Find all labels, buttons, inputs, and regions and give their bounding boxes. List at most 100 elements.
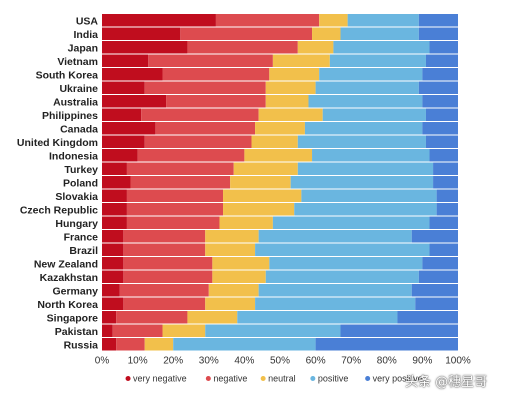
country-label-japan: Japan: [68, 42, 98, 54]
bar-philippines-positive: [322, 108, 426, 121]
bar-singapore-very-positive: [397, 311, 458, 324]
bar-new-zealand-very-negative: [102, 257, 124, 270]
bar-poland-very-negative: [102, 176, 131, 189]
country-label-canada: Canada: [60, 123, 98, 135]
bar-kazakhstan-very-negative: [102, 270, 124, 283]
bar-czech-republic-neutral: [223, 203, 295, 216]
bar-ukraine-neutral: [265, 81, 316, 94]
bar-vietnam-very-positive: [425, 54, 458, 67]
bar-russia-negative: [116, 338, 145, 351]
bar-pakistan-very-positive: [340, 324, 458, 337]
legend-label-neutral: neutral: [268, 374, 296, 384]
bar-brazil-neutral: [205, 243, 256, 256]
bar-india-negative: [180, 27, 313, 40]
bar-hungary-neutral: [219, 216, 273, 229]
bar-new-zealand-negative: [123, 257, 213, 270]
bar-united-kingdom-very-negative: [102, 135, 145, 148]
bar-south-korea-negative: [162, 68, 270, 81]
bar-germany-very-negative: [102, 284, 120, 297]
country-label-poland: Poland: [63, 177, 98, 189]
bar-usa-negative: [215, 14, 320, 27]
bar-philippines-very-positive: [425, 108, 458, 121]
bar-south-korea-positive: [319, 68, 423, 81]
country-label-russia: Russia: [64, 339, 99, 351]
x-tick-60pct: 60%: [306, 356, 326, 367]
bar-philippines-very-negative: [102, 108, 142, 121]
x-tick-20pct: 20%: [163, 356, 183, 367]
bar-north-korea-very-negative: [102, 297, 124, 310]
country-label-vietnam: Vietnam: [57, 56, 98, 68]
bar-turkey-very-positive: [433, 162, 458, 175]
bar-canada-positive: [304, 122, 423, 135]
bar-france-positive: [258, 230, 412, 243]
country-label-new-zealand: New Zealand: [34, 258, 98, 270]
country-label-germany: Germany: [52, 285, 98, 297]
bar-hungary-very-negative: [102, 216, 127, 229]
bar-vietnam-neutral: [272, 54, 330, 67]
bar-czech-republic-very-positive: [436, 203, 458, 216]
bar-usa-very-positive: [418, 14, 458, 27]
bar-canada-very-negative: [102, 122, 156, 135]
bar-indonesia-very-positive: [429, 149, 458, 162]
bar-ukraine-positive: [315, 81, 419, 94]
legend-label-very-positive: very positive: [373, 374, 423, 384]
bar-poland-negative: [130, 176, 231, 189]
country-label-usa: USA: [76, 15, 99, 27]
x-axis-ticks: 0% 10% 20% 30% 40% 50% 60% 70% 80% 90% 100%: [95, 356, 471, 367]
bars-group: [102, 14, 458, 351]
bar-russia-very-positive: [315, 338, 458, 351]
bar-germany-very-positive: [411, 284, 458, 297]
bar-north-korea-neutral: [205, 297, 256, 310]
bar-new-zealand-neutral: [212, 257, 270, 270]
bar-kazakhstan-very-positive: [418, 270, 458, 283]
bar-hungary-very-positive: [429, 216, 458, 229]
bar-canada-neutral: [255, 122, 305, 135]
bar-united-kingdom-positive: [297, 135, 426, 148]
bar-turkey-positive: [297, 162, 434, 175]
bar-kazakhstan-neutral: [212, 270, 266, 283]
legend-label-negative: negative: [213, 374, 247, 384]
bar-pakistan-neutral: [162, 324, 206, 337]
bar-czech-republic-positive: [294, 203, 437, 216]
watermark: 头条 @穗星哥: [405, 375, 488, 390]
bar-poland-very-positive: [433, 176, 458, 189]
bar-north-korea-negative: [123, 297, 206, 310]
country-label-france: France: [64, 231, 99, 243]
x-tick-100pct: 100%: [445, 356, 471, 367]
bar-new-zealand-very-positive: [422, 257, 458, 270]
bar-france-negative: [123, 230, 206, 243]
legend-marker-very-positive: [365, 376, 371, 381]
bar-kazakhstan-positive: [265, 270, 419, 283]
legend-marker-very-negative: [125, 376, 131, 381]
bar-united-kingdom-negative: [144, 135, 252, 148]
bar-poland-positive: [290, 176, 434, 189]
bar-ukraine-very-positive: [418, 81, 458, 94]
bar-germany-positive: [258, 284, 412, 297]
bar-slovakia-negative: [126, 189, 224, 202]
bar-australia-very-positive: [422, 95, 458, 108]
bar-vietnam-negative: [148, 54, 273, 67]
bar-australia-very-negative: [102, 95, 167, 108]
country-label-india: India: [73, 29, 98, 41]
legend-label-very-negative: very negative: [133, 374, 187, 384]
bar-india-positive: [340, 27, 419, 40]
x-tick-50pct: 50%: [270, 356, 290, 367]
bar-slovakia-very-negative: [102, 189, 127, 202]
bar-france-neutral: [205, 230, 259, 243]
bar-france-very-positive: [411, 230, 458, 243]
bar-indonesia-neutral: [244, 149, 313, 162]
bar-united-kingdom-neutral: [251, 135, 298, 148]
bar-czech-republic-negative: [126, 203, 224, 216]
bar-russia-very-negative: [102, 338, 117, 351]
bar-japan-positive: [333, 41, 430, 54]
bar-ukraine-negative: [144, 81, 266, 94]
bar-czech-republic-very-negative: [102, 203, 127, 216]
country-label-slovakia: Slovakia: [55, 191, 98, 203]
bar-germany-negative: [119, 284, 209, 297]
bar-south-korea-very-negative: [102, 68, 163, 81]
country-label-australia: Australia: [53, 96, 98, 108]
bar-australia-negative: [166, 95, 266, 108]
bar-brazil-very-negative: [102, 243, 124, 256]
bar-brazil-very-positive: [429, 243, 458, 256]
bar-south-korea-neutral: [269, 68, 320, 81]
